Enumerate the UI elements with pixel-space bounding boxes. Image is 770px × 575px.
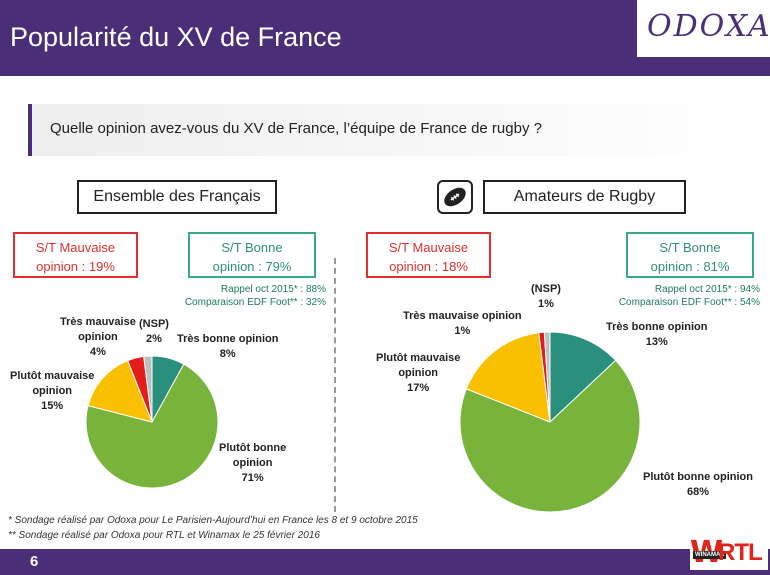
label-tres-mauvaise-all-value: 4% — [89, 346, 106, 358]
footnote-1: * Sondage réalisé par Odoxa pour Le Pari… — [8, 515, 418, 526]
winamax-rtl-logo: W WINAMAX RTL — [690, 536, 768, 570]
label-plutot-bonne-all-value: 71% — [241, 472, 264, 484]
question-background — [32, 104, 747, 156]
label-plutot-bonne-rugby: Plutôt bonne opinion 68% — [643, 470, 753, 500]
label-plutot-mauvaise-rugby-line1: Plutôt mauvaise — [376, 352, 461, 364]
label-plutot-mauvaise-all: Plutôt mauvaise opinion 15% — [10, 369, 94, 414]
label-nsp-rugby-value: 1% — [538, 298, 554, 310]
label-nsp-rugby-line1: (NSP) — [531, 283, 561, 295]
label-plutot-mauvaise-all-value: 15% — [41, 400, 64, 412]
pie-slice-tres-bonne-rugby — [549, 331, 617, 424]
recall-all-line1: Rappel oct 2015* : 88% — [220, 284, 326, 295]
label-plutot-mauvaise-rugby-line2: opinion — [398, 367, 439, 379]
label-plutot-bonne-rugby-line1: Plutôt bonne opinion — [643, 471, 753, 483]
pie-slice-nsp-rugby — [543, 331, 551, 423]
st-mauvaise-rugby: S/T Mauvaise opinion : 18% — [366, 232, 491, 278]
pie-slice-plutot-mauvaise-rugby — [465, 332, 551, 423]
question-accent-bar — [28, 104, 32, 156]
pie-slice-nsp-all — [143, 355, 153, 423]
label-plutot-bonne-all-line2: opinion — [232, 457, 273, 469]
st-bonne-all-line1: S/T Bonne — [221, 240, 283, 255]
survey-question: Quelle opinion avez-vous du XV de France… — [50, 120, 542, 137]
label-plutot-mauvaise-rugby: Plutôt mauvaise opinion 17% — [376, 351, 460, 396]
winamax-text: WINAMAX — [693, 551, 727, 559]
label-tres-bonne-rugby-value: 13% — [645, 336, 668, 348]
pie-slice-plutot-bonne-all — [85, 363, 219, 489]
label-nsp-all-value: 2% — [146, 333, 162, 345]
label-nsp-rugby: (NSP) 1% — [531, 282, 561, 312]
label-tres-mauvaise-all: Très mauvaise opinion 4% — [60, 315, 136, 360]
label-tres-mauvaise-all-line2: opinion — [78, 331, 118, 343]
rugby-ball-icon — [437, 180, 473, 214]
label-tres-mauvaise-rugby: Très mauvaise opinion 1% — [403, 309, 522, 339]
st-mauvaise-all-line1: S/T Mauvaise — [35, 240, 116, 255]
label-plutot-mauvaise-rugby-value: 17% — [407, 382, 430, 394]
st-bonne-all: S/T Bonne opinion : 79% — [188, 232, 316, 278]
st-bonne-rugby: S/T Bonne opinion : 81% — [626, 232, 754, 278]
label-tres-bonne-rugby-line1: Très bonne opinion — [606, 321, 708, 333]
label-tres-bonne-rugby: Très bonne opinion 13% — [606, 320, 707, 350]
label-tres-mauvaise-rugby-line1: Très mauvaise opinion — [403, 310, 522, 322]
recall-all-line2: Comparaison EDF Foot** : 32% — [184, 297, 326, 308]
odoxa-logo-text: ODOXA — [647, 9, 770, 44]
st-mauvaise-all-line2: opinion : 19% — [36, 259, 115, 274]
st-bonne-rugby-line1: S/T Bonne — [659, 240, 721, 255]
group-title-all: Ensemble des Français — [77, 180, 277, 214]
page-number: 6 — [30, 553, 39, 570]
label-tres-mauvaise-all-line1: Très mauvaise — [60, 316, 136, 328]
recall-rugby-line1: Rappel oct 2015* : 94% — [654, 284, 760, 295]
pie-slice-plutot-mauvaise-all — [87, 359, 153, 423]
pie-chart-all — [85, 355, 219, 489]
label-plutot-bonne-all-line1: Plutôt bonne — [219, 442, 287, 454]
group-title-rugby: Amateurs de Rugby — [483, 180, 686, 214]
rtl-text: RTL — [718, 539, 763, 566]
label-tres-bonne-all-value: 8% — [219, 348, 236, 360]
label-nsp-all-line1: (NSP) — [139, 318, 169, 330]
recall-rugby-line2: Comparaison EDF Foot** : 54% — [618, 297, 760, 308]
pie-chart-rugby — [459, 331, 641, 513]
st-mauvaise-rugby-line2: opinion : 18% — [389, 259, 468, 274]
footnote-2: ** Sondage réalisé par Odoxa pour RTL et… — [8, 530, 320, 541]
st-mauvaise-rugby-line1: S/T Mauvaise — [388, 240, 469, 255]
st-bonne-rugby-line2: opinion : 81% — [650, 259, 730, 274]
label-tres-mauvaise-rugby-value: 1% — [454, 325, 471, 337]
label-tres-bonne-all-line1: Très bonne opinion — [177, 333, 279, 345]
footer-bar: 6 — [0, 549, 770, 575]
page-title: Popularité du XV de France — [10, 22, 342, 52]
label-plutot-bonne-all: Plutôt bonne opinion 71% — [219, 441, 286, 486]
label-plutot-bonne-rugby-value: 68% — [686, 486, 709, 498]
label-plutot-mauvaise-all-line2: opinion — [32, 385, 73, 397]
st-mauvaise-all: S/T Mauvaise opinion : 19% — [13, 232, 138, 278]
label-plutot-mauvaise-all-line1: Plutôt mauvaise — [10, 370, 95, 382]
odoxa-logo: ODOXA — [634, 0, 770, 60]
chart-divider — [334, 258, 336, 512]
st-bonne-all-line2: opinion : 79% — [212, 259, 292, 274]
pie-slice-plutot-bonne-rugby — [459, 359, 641, 513]
label-nsp-all: (NSP) 2% — [139, 317, 169, 347]
label-tres-bonne-all: Très bonne opinion 8% — [177, 332, 278, 362]
recall-rugby: Rappel oct 2015* : 94% Comparaison EDF F… — [580, 283, 760, 309]
recall-all: Rappel oct 2015* : 88% Comparaison EDF F… — [150, 283, 326, 309]
